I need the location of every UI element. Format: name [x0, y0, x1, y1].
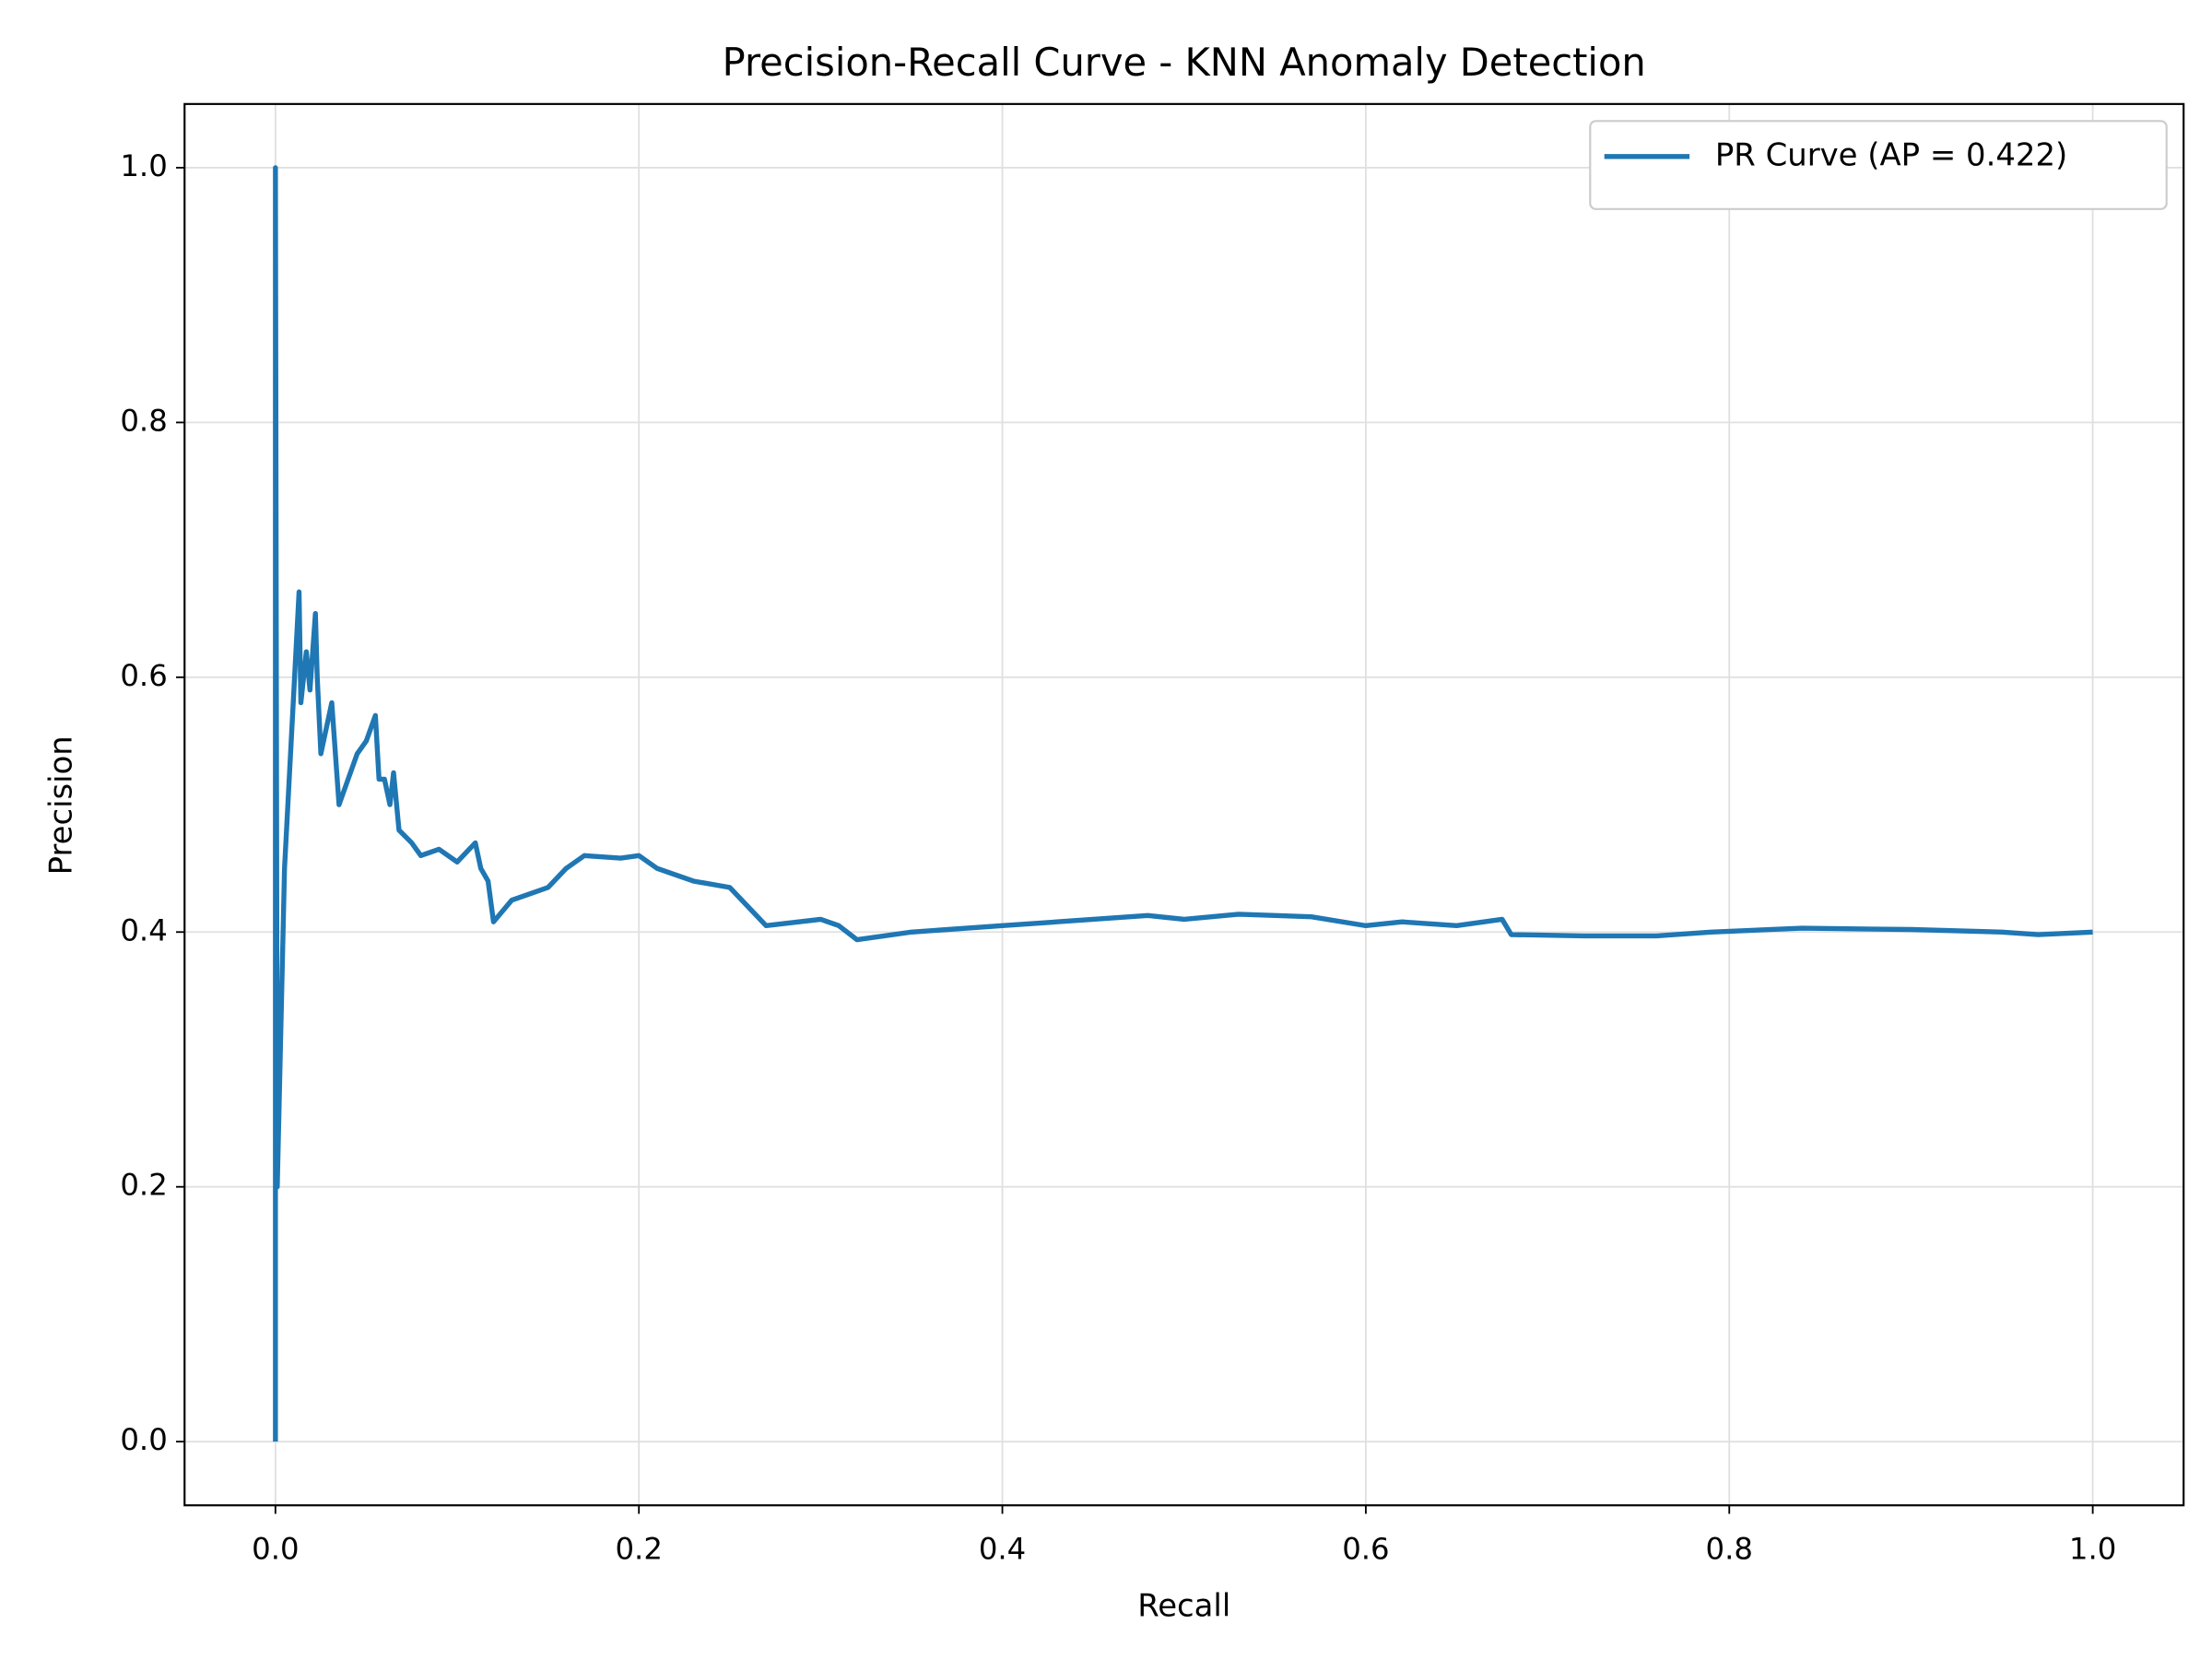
y-tick-label: 0.6: [120, 658, 167, 693]
y-tick-label: 1.0: [120, 148, 167, 183]
y-axis-label: Precision: [42, 735, 78, 875]
x-tick-label: 0.6: [1342, 1532, 1389, 1567]
x-axis-label: Recall: [1137, 1588, 1230, 1624]
plot-frame: [183, 102, 2185, 1507]
y-tick-label: 0.0: [120, 1422, 167, 1457]
y-tick-label: 0.4: [120, 912, 167, 947]
x-tick-label: 0.4: [979, 1532, 1026, 1567]
x-tick-label: 0.0: [252, 1532, 299, 1567]
legend: PR Curve (AP = 0.422): [1589, 120, 2168, 210]
x-tick-label: 0.8: [1706, 1532, 1753, 1567]
pr-curve: [273, 165, 2093, 1442]
legend-label: PR Curve (AP = 0.422): [1715, 136, 2067, 172]
x-tick-label: 1.0: [2069, 1532, 2116, 1567]
y-tick-label: 0.2: [120, 1168, 167, 1203]
x-tick-label: 0.2: [615, 1532, 662, 1567]
chart-title: Precision-Recall Curve - KNN Anomaly Det…: [723, 40, 1646, 85]
y-tick-label: 0.8: [120, 403, 167, 438]
legend-box: [1589, 120, 2168, 210]
